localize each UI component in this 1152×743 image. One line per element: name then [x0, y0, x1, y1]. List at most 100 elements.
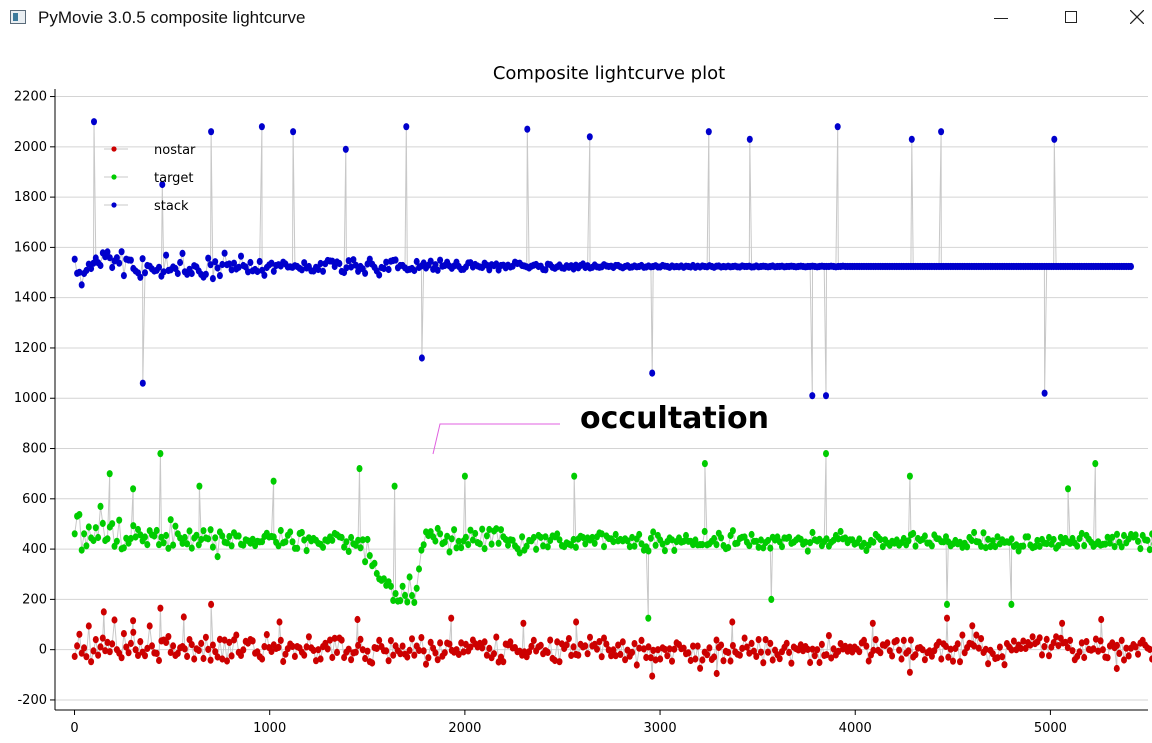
data-point [130, 628, 137, 636]
data-point [268, 259, 275, 267]
data-point [1067, 636, 1074, 645]
data-point [437, 639, 444, 647]
data-point [743, 643, 750, 651]
data-point [584, 650, 591, 658]
data-point [1098, 615, 1105, 624]
data-point [174, 269, 181, 278]
data-point [71, 530, 78, 538]
data-point [828, 654, 835, 662]
data-point [458, 639, 465, 647]
data-point [90, 536, 97, 545]
data-point [718, 641, 725, 649]
data-point [413, 257, 420, 266]
data-point [1135, 650, 1141, 658]
data-point [1008, 600, 1015, 609]
data-point [900, 534, 907, 543]
data-point [804, 547, 811, 555]
data-point [228, 652, 235, 660]
maximize-button[interactable] [1048, 0, 1094, 36]
data-point [434, 656, 441, 664]
data-point [996, 643, 1003, 651]
data-point [861, 636, 867, 645]
data-point [359, 536, 366, 544]
data-point [1118, 543, 1125, 551]
data-point [357, 635, 364, 644]
data-point [767, 544, 774, 552]
data-point [247, 258, 254, 267]
data-point [219, 532, 226, 540]
data-point [127, 639, 134, 648]
data-point [650, 646, 657, 655]
data-point [472, 529, 479, 538]
data-point [142, 269, 148, 277]
data-point [216, 635, 223, 644]
data-point [638, 540, 645, 548]
data-point [413, 584, 420, 592]
minimize-button[interactable] [978, 0, 1024, 36]
data-point [102, 647, 109, 655]
close-button[interactable] [1114, 0, 1152, 36]
data-point [448, 535, 455, 543]
data-point [1017, 644, 1024, 653]
data-point [441, 649, 448, 657]
data-point [411, 266, 418, 275]
data-point [153, 649, 160, 658]
data-point [427, 257, 434, 265]
y-tick-label: 2200 [14, 90, 47, 105]
data-point [629, 533, 636, 542]
data-point [516, 549, 523, 557]
data-point [460, 648, 467, 656]
data-point [594, 645, 600, 653]
data-point [699, 541, 706, 549]
data-point [99, 634, 106, 642]
data-point [387, 637, 394, 645]
data-point [420, 647, 427, 655]
data-point [343, 264, 350, 272]
data-point [352, 648, 359, 656]
data-point [530, 636, 537, 645]
data-point [277, 636, 284, 645]
data-point [209, 543, 216, 551]
data-point [748, 639, 755, 648]
data-point [943, 642, 949, 651]
x-tick-label: 5000 [1034, 721, 1067, 736]
data-point [170, 541, 177, 549]
y-tick-label: 200 [22, 592, 47, 607]
data-point [713, 669, 720, 678]
data-point [399, 582, 406, 590]
data-point [666, 645, 673, 653]
data-point [680, 644, 687, 652]
data-point [565, 635, 572, 643]
data-point [968, 536, 975, 545]
data-point [151, 532, 158, 540]
data-point [418, 546, 425, 554]
data-point [982, 645, 989, 654]
data-point [71, 255, 78, 263]
data-point [568, 651, 575, 660]
data-point [76, 268, 83, 276]
lightcurve-plot: Composite lightcurve plot -200 0 200 400 600… [14, 63, 1152, 736]
data-point [83, 266, 90, 275]
data-point [954, 640, 961, 648]
data-point [404, 653, 411, 661]
data-point [179, 539, 186, 547]
data-point [959, 631, 966, 639]
data-point [944, 614, 950, 622]
data-point [342, 145, 349, 153]
data-point [863, 642, 870, 650]
data-point [196, 482, 203, 490]
data-point [767, 639, 774, 648]
data-point [106, 648, 113, 656]
data-point [320, 543, 326, 551]
data-point [944, 600, 950, 609]
data-point [488, 540, 495, 548]
data-point [647, 534, 654, 542]
data-point [120, 272, 127, 280]
data-point [109, 263, 116, 272]
data-point [898, 655, 905, 663]
data-point [380, 575, 387, 583]
data-point [505, 541, 511, 549]
data-point [617, 650, 624, 659]
data-point [127, 256, 134, 264]
data-point [589, 533, 596, 542]
